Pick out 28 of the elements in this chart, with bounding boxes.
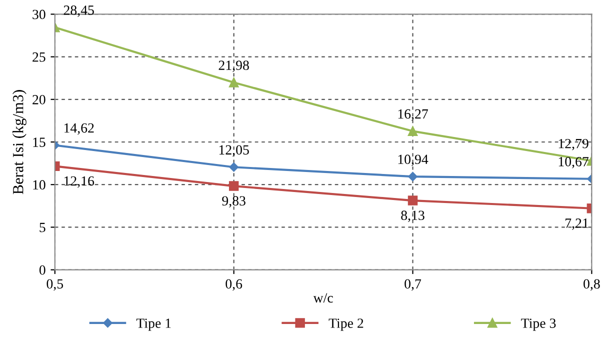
legend-label: Tipe 1 xyxy=(136,318,171,331)
y-tick-label: 5 xyxy=(40,222,46,232)
data-label: 10,94 xyxy=(398,154,428,166)
data-label: 12,16 xyxy=(64,176,94,188)
y-axis-title: Berat Isi (kg/m3) xyxy=(12,90,26,194)
data-label: 8,13 xyxy=(401,210,424,222)
x-tick-label: 0,8 xyxy=(584,279,600,291)
data-label: 12,79 xyxy=(558,138,588,150)
data-label: 12,05 xyxy=(219,145,249,157)
y-tick-label: 10 xyxy=(33,180,46,190)
y-tick-label: 0 xyxy=(39,265,46,275)
data-label: 14,62 xyxy=(64,123,94,135)
data-label: 10,67 xyxy=(558,156,589,168)
x-axis-title: w/c xyxy=(313,293,333,303)
x-tick-label: 0,6 xyxy=(226,279,242,291)
data-label: 7,21 xyxy=(566,218,588,230)
data-label: 21,98 xyxy=(218,60,249,72)
x-tick-label: 0,5 xyxy=(46,279,64,291)
data-label: 9,83 xyxy=(222,196,246,208)
y-tick-label: 20 xyxy=(32,94,46,104)
data-label: 28,45 xyxy=(64,5,94,17)
legend-label: Tipe 3 xyxy=(521,318,556,331)
y-tick-label: 15 xyxy=(33,138,46,147)
y-tick-label: 30 xyxy=(32,10,46,20)
x-tick-label: 0,7 xyxy=(404,279,422,291)
y-tick-label: 25 xyxy=(32,52,46,62)
data-label: 16,27 xyxy=(398,109,428,121)
legend-label: Tipe 2 xyxy=(328,318,364,331)
